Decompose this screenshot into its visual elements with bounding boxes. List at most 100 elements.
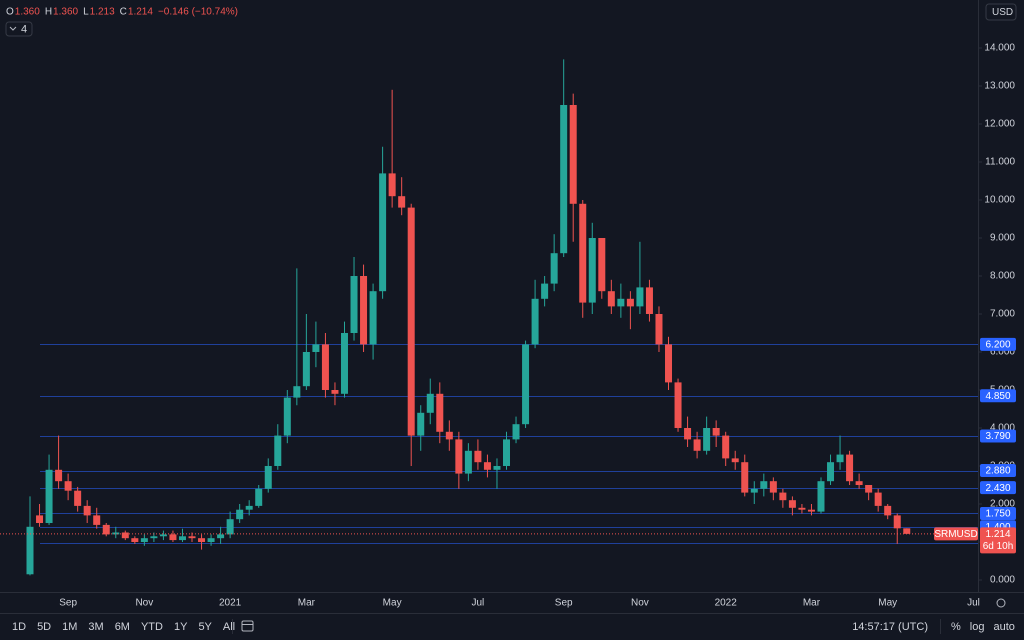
candle-body [188,536,196,539]
y-tick-label: 11.000 [985,157,1015,168]
scale-option[interactable]: % [951,621,961,633]
legend-value: 1.360 [15,7,40,18]
candle-body [93,515,101,525]
candle-body [865,484,873,493]
candle-body [83,505,91,516]
indicator-count[interactable]: 4 [21,23,27,35]
candle-body [150,536,158,539]
candle-body [121,532,129,539]
x-tick-label: Sep [59,598,77,609]
level-tag [980,389,1016,403]
candle-body [312,344,320,352]
y-tick-label: 6.000 [990,347,1015,358]
candle-body [398,196,406,208]
candle-body [779,492,787,501]
y-tick-label: 7.000 [990,309,1015,320]
candle-body [579,203,587,303]
candle-body [264,465,272,489]
x-tick-label: 2022 [715,598,738,609]
candle-body [255,488,263,506]
candle-body [569,104,577,204]
currency-label[interactable]: USD [992,7,1013,18]
range-button[interactable]: 6M [115,621,130,633]
range-button[interactable]: YTD [141,621,163,633]
y-tick-label: 8.000 [990,271,1015,282]
candle-body [407,207,415,436]
candle-body [750,488,758,493]
y-tick-label: 14.000 [984,43,1015,54]
candle-body [464,450,472,474]
candle-body [598,237,606,292]
candle-body [436,393,444,432]
x-tick-label: Mar [298,598,316,609]
currency-button[interactable] [985,3,1017,21]
level-tag-label: 1.750 [985,509,1010,520]
candle-body [445,431,453,440]
candle-body [693,439,701,451]
candle-body [846,454,854,482]
candle-body [645,287,653,314]
candle-body [741,462,749,493]
candle-body [169,534,177,541]
candle-body [236,509,244,520]
candle-body [417,412,425,436]
y-tick-label: 4.000 [990,423,1015,434]
candle-body [760,481,768,489]
range-button[interactable]: 3M [88,621,103,633]
x-tick-label: May [878,598,897,609]
range-button[interactable]: 5D [37,621,51,633]
candle-body [245,505,253,510]
calendar-icon[interactable] [241,620,254,632]
level-tag-label: 2.880 [985,466,1010,477]
candle-body [474,450,482,463]
candle-body [131,538,139,542]
candle-body [112,532,120,535]
range-button[interactable]: 1Y [174,621,188,633]
clock: 14:57:17 (UTC) [852,621,928,633]
candle-body [369,291,377,345]
range-button[interactable]: 1M [62,621,77,633]
candle-body [817,481,825,512]
candle-body [541,283,549,299]
legend-key: C [120,7,127,18]
candle-body [217,534,225,539]
x-tick-label: Jul [472,598,485,609]
legend-key: O [6,7,14,18]
candle-body [827,462,835,482]
settings-icon[interactable] [996,598,1006,608]
candle-body [283,397,291,436]
x-tick-label: May [383,598,402,609]
x-tick-label: 2021 [219,598,242,609]
candle-body [293,386,301,398]
candle-body [274,435,282,466]
range-button[interactable]: 1D [12,621,26,633]
y-tick-label: 12.000 [984,119,1015,130]
candle-body [588,237,596,303]
indicator-toggle[interactable] [5,21,33,37]
candle-body [379,173,387,292]
candle-body [522,344,530,425]
level-tag [980,337,1016,351]
symbol-tag [934,527,978,541]
range-button[interactable]: 5Y [198,621,212,633]
candle-body [674,382,682,428]
gear [996,598,1006,608]
candle-body [207,538,215,542]
x-tick-label: Mar [803,598,821,609]
candle-body [74,490,82,506]
legend-change: −0.146 (−10.74%) [158,7,238,18]
candle-body [903,528,911,534]
candle-body [198,538,206,542]
candle-body [503,439,510,466]
scale-option[interactable]: log [970,621,985,633]
candle-body [636,287,644,307]
y-tick-label: 2.000 [990,499,1015,510]
candle-body [321,344,329,390]
range-button[interactable]: All [223,621,235,633]
scale-option[interactable]: auto [993,621,1014,633]
candle-body [45,469,53,523]
candle-body [493,465,501,470]
level-tag [980,429,1016,443]
level-tag-label: 2.430 [985,483,1010,494]
